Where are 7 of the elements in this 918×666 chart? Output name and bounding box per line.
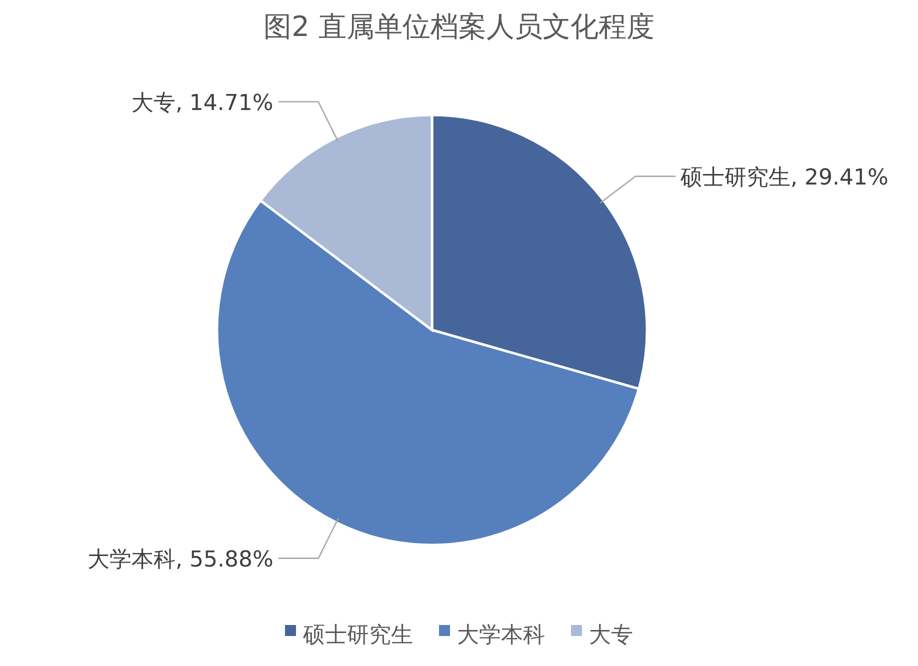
legend-label: 大学本科 [457, 623, 545, 648]
chart-title: 图2 直属单位档案人员文化程度 [264, 10, 654, 43]
legend-label: 大专 [589, 623, 633, 648]
legend-label: 硕士研究生 [302, 623, 413, 648]
data-label: 大专, 14.71% [131, 90, 274, 116]
data-label: 硕士研究生, 29.41% [679, 165, 888, 190]
data-label: 大学本科, 55.88% [88, 547, 274, 572]
